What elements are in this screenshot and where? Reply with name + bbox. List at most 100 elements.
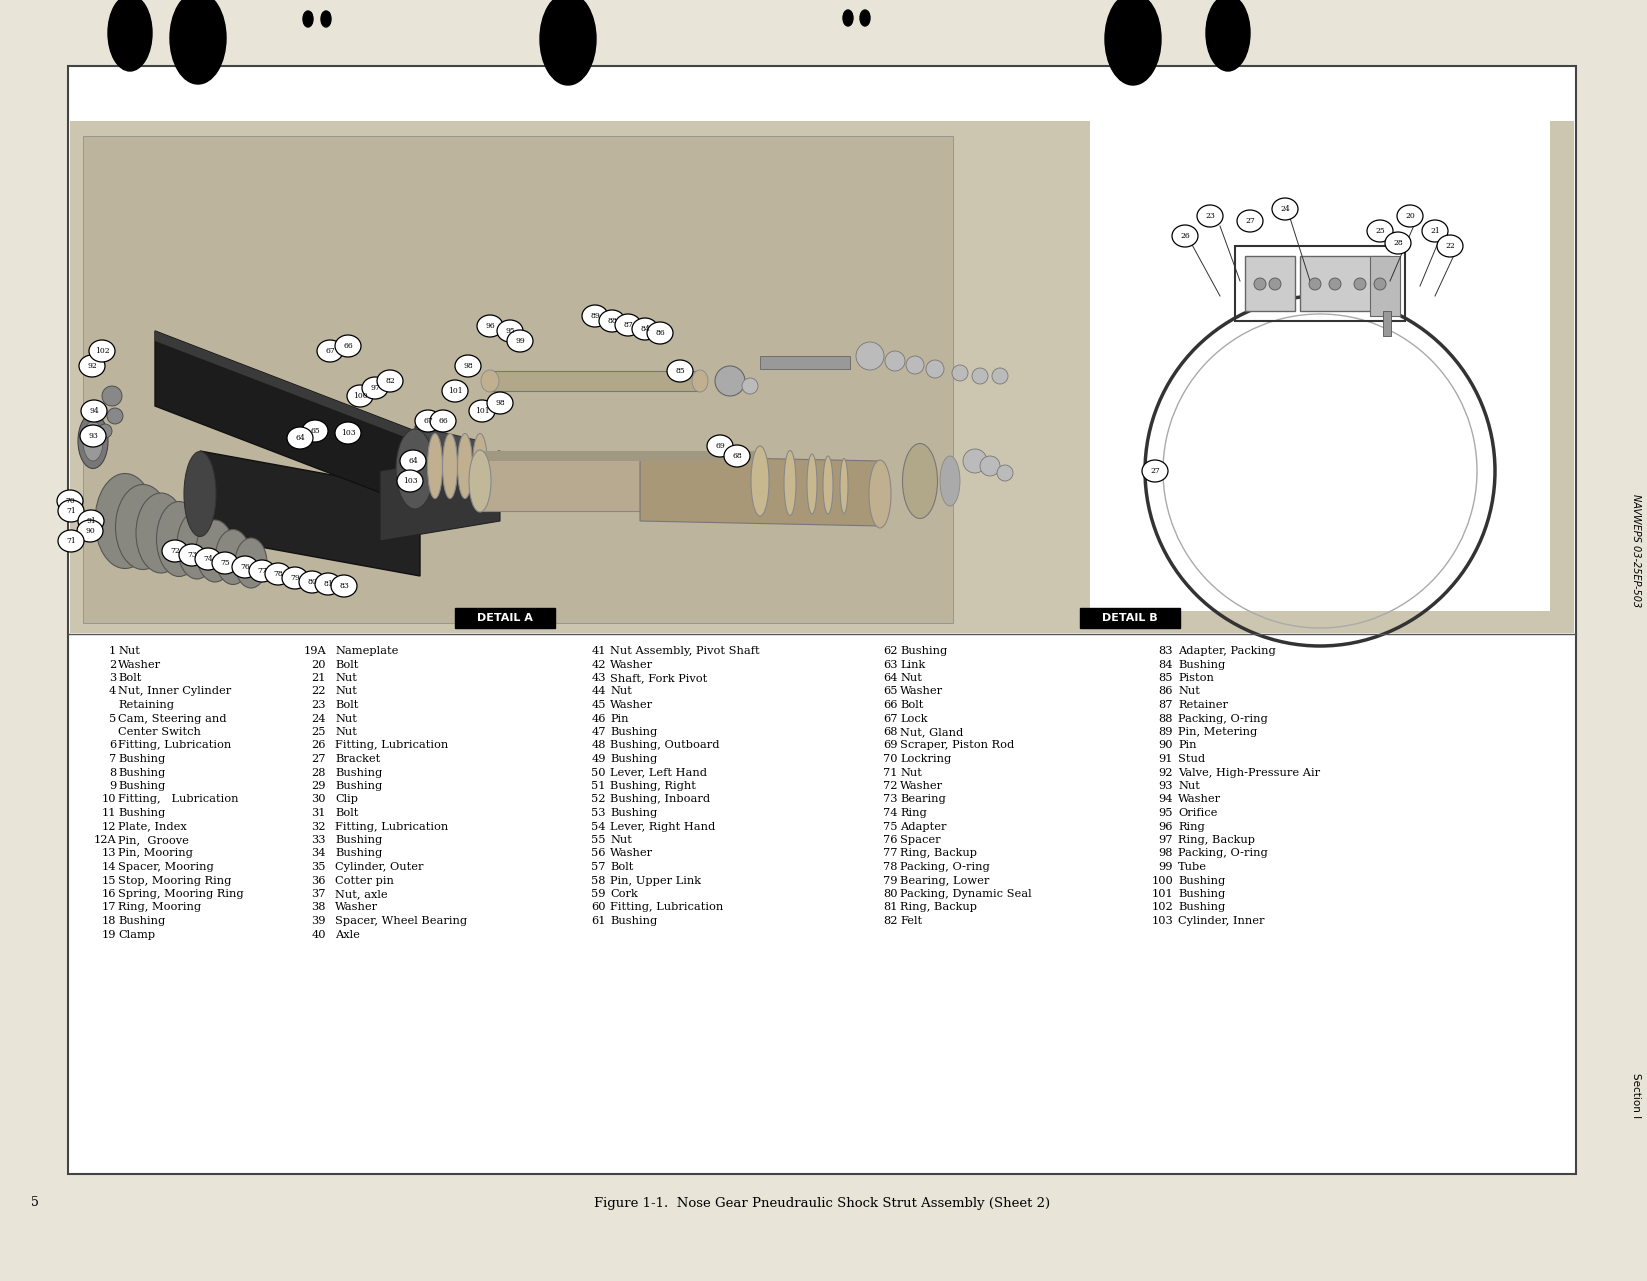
Ellipse shape xyxy=(441,380,468,402)
Text: 27: 27 xyxy=(1245,216,1255,225)
Text: 44: 44 xyxy=(591,687,606,697)
Text: 57: 57 xyxy=(591,862,606,872)
Ellipse shape xyxy=(940,456,960,506)
Text: Nut: Nut xyxy=(899,673,922,683)
Text: Nut: Nut xyxy=(334,714,357,724)
Circle shape xyxy=(1374,278,1387,290)
Ellipse shape xyxy=(824,456,833,514)
Text: 23: 23 xyxy=(311,699,326,710)
Text: Cylinder, Outer: Cylinder, Outer xyxy=(334,862,423,872)
Text: 48: 48 xyxy=(591,740,606,751)
Text: Bushing: Bushing xyxy=(609,916,657,926)
Ellipse shape xyxy=(331,575,357,597)
Ellipse shape xyxy=(184,451,216,537)
Text: 81: 81 xyxy=(883,903,898,912)
Text: 64: 64 xyxy=(295,434,305,442)
Circle shape xyxy=(107,409,124,424)
Ellipse shape xyxy=(334,336,361,357)
Text: Bearing, Lower: Bearing, Lower xyxy=(899,875,990,885)
Text: 41: 41 xyxy=(591,646,606,656)
Text: Bolt: Bolt xyxy=(119,673,142,683)
Ellipse shape xyxy=(109,0,152,70)
Text: 67: 67 xyxy=(883,714,898,724)
Text: 12A: 12A xyxy=(94,835,115,845)
Text: 28: 28 xyxy=(1393,240,1403,247)
Text: Bushing: Bushing xyxy=(1178,660,1225,670)
Ellipse shape xyxy=(334,421,361,445)
Ellipse shape xyxy=(377,370,404,392)
Text: Figure 1-1.  Nose Gear Pneudraulic Shock Strut Assembly (Sheet 2): Figure 1-1. Nose Gear Pneudraulic Shock … xyxy=(595,1196,1051,1209)
Ellipse shape xyxy=(860,10,870,26)
Text: 18: 18 xyxy=(102,916,115,926)
Ellipse shape xyxy=(249,560,275,582)
Text: 83: 83 xyxy=(1158,646,1173,656)
Ellipse shape xyxy=(488,392,512,414)
Text: Lockring: Lockring xyxy=(899,755,952,763)
Text: 79: 79 xyxy=(290,574,300,582)
Ellipse shape xyxy=(751,446,769,516)
Text: 84: 84 xyxy=(1158,660,1173,670)
Ellipse shape xyxy=(348,386,372,407)
Text: Ring, Backup: Ring, Backup xyxy=(899,848,977,858)
Text: 72: 72 xyxy=(170,547,180,555)
Text: Nut, Inner Cylinder: Nut, Inner Cylinder xyxy=(119,687,231,697)
Ellipse shape xyxy=(300,571,324,593)
Text: 67: 67 xyxy=(324,347,334,355)
Text: Bushing: Bushing xyxy=(119,767,165,778)
Text: 42: 42 xyxy=(591,660,606,670)
Ellipse shape xyxy=(840,459,848,514)
Bar xyxy=(71,120,1575,633)
Text: 92: 92 xyxy=(87,363,97,370)
Ellipse shape xyxy=(265,564,292,585)
Text: 35: 35 xyxy=(311,862,326,872)
Ellipse shape xyxy=(725,445,749,468)
Ellipse shape xyxy=(115,484,171,570)
Circle shape xyxy=(1354,278,1365,290)
Circle shape xyxy=(991,368,1008,384)
Circle shape xyxy=(980,456,1000,477)
Text: 61: 61 xyxy=(591,916,606,926)
Circle shape xyxy=(926,360,944,378)
Text: 6: 6 xyxy=(109,740,115,751)
Text: Bolt: Bolt xyxy=(899,699,924,710)
Text: 30: 30 xyxy=(311,794,326,804)
Text: 84: 84 xyxy=(641,325,651,333)
Text: 34: 34 xyxy=(311,848,326,858)
Text: 56: 56 xyxy=(591,848,606,858)
Text: 99: 99 xyxy=(1158,862,1173,872)
Text: Washer: Washer xyxy=(119,660,161,670)
Circle shape xyxy=(743,378,758,395)
Text: 79: 79 xyxy=(883,875,898,885)
Text: 54: 54 xyxy=(591,821,606,831)
Ellipse shape xyxy=(212,552,239,574)
Circle shape xyxy=(972,368,988,384)
Ellipse shape xyxy=(614,314,641,336)
Text: Plate, Index: Plate, Index xyxy=(119,821,186,831)
Text: 1: 1 xyxy=(109,646,115,656)
Bar xyxy=(1383,311,1392,336)
Ellipse shape xyxy=(170,0,226,85)
Ellipse shape xyxy=(692,370,708,392)
Text: Bushing, Right: Bushing, Right xyxy=(609,781,697,790)
Text: Pin, Mooring: Pin, Mooring xyxy=(119,848,193,858)
Text: Orifice: Orifice xyxy=(1178,808,1217,819)
Text: Cork: Cork xyxy=(609,889,637,899)
Bar xyxy=(1370,256,1400,316)
Text: 38: 38 xyxy=(311,903,326,912)
Ellipse shape xyxy=(1367,220,1393,242)
Text: 76: 76 xyxy=(240,564,250,571)
Text: Felt: Felt xyxy=(899,916,922,926)
Text: Bushing: Bushing xyxy=(1178,875,1225,885)
Ellipse shape xyxy=(96,474,155,569)
Text: Section I: Section I xyxy=(1631,1073,1640,1118)
Text: 14: 14 xyxy=(102,862,115,872)
Ellipse shape xyxy=(58,491,82,512)
Ellipse shape xyxy=(161,541,188,562)
Text: Ring, Mooring: Ring, Mooring xyxy=(119,903,201,912)
Text: Bolt: Bolt xyxy=(334,660,359,670)
Text: 98: 98 xyxy=(463,363,473,370)
Text: Lever, Right Hand: Lever, Right Hand xyxy=(609,821,715,831)
Ellipse shape xyxy=(473,433,488,498)
Text: Axle: Axle xyxy=(334,930,361,939)
Text: 62: 62 xyxy=(883,646,898,656)
